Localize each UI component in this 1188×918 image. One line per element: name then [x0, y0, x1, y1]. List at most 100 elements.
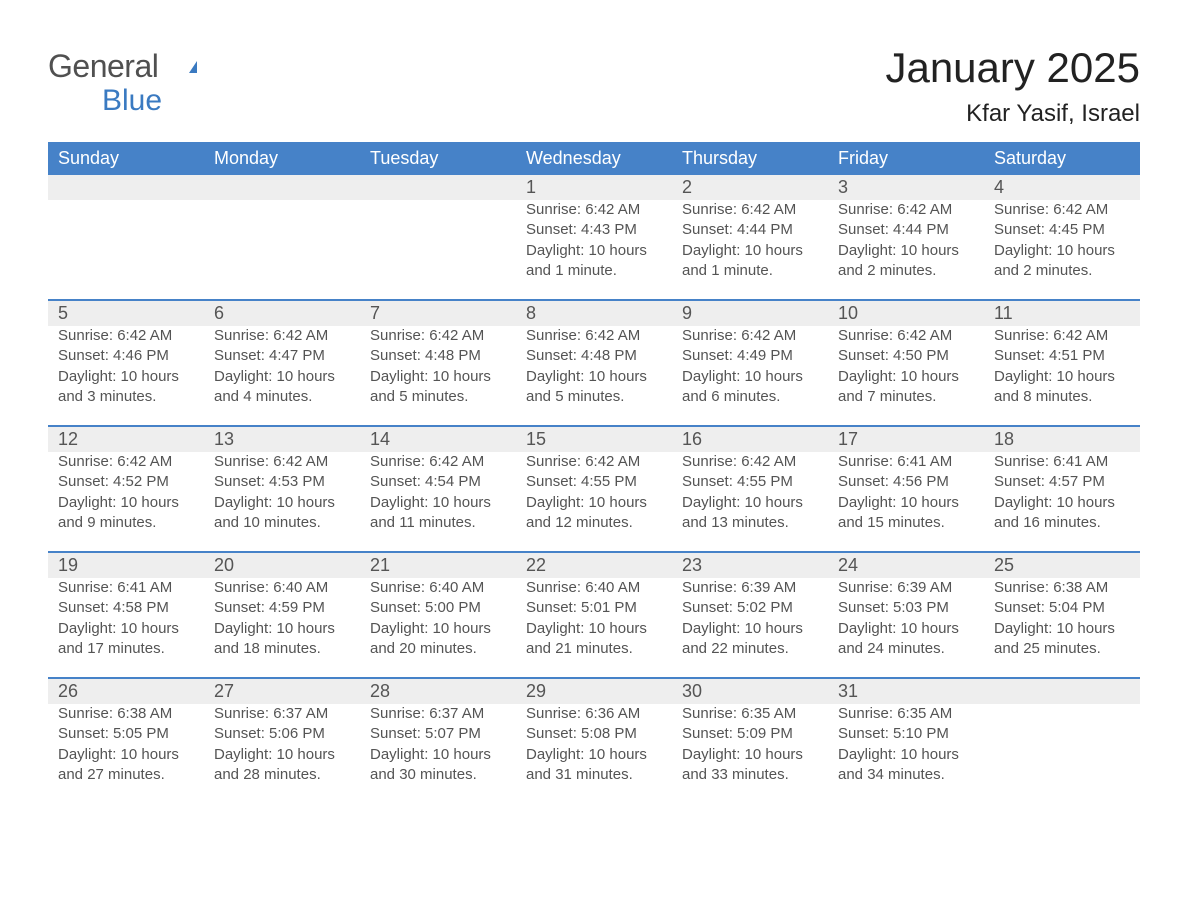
- day-cell: Sunrise: 6:42 AMSunset: 4:53 PMDaylight:…: [204, 452, 360, 552]
- day-cell: Sunrise: 6:37 AMSunset: 5:07 PMDaylight:…: [360, 704, 516, 803]
- day-number-cell: 13: [204, 426, 360, 452]
- weekday-header: Wednesday: [516, 142, 672, 175]
- daylight-text: and 30 minutes.: [370, 765, 506, 785]
- day-cell: Sunrise: 6:40 AMSunset: 4:59 PMDaylight:…: [204, 578, 360, 678]
- day-number-cell: 27: [204, 678, 360, 704]
- header-row: General Blue January 2025 Kfar Yasif, Is…: [48, 44, 1140, 138]
- day-number: 30: [682, 681, 702, 701]
- sunset-text: Sunset: 4:57 PM: [994, 472, 1130, 492]
- sunrise-text: Sunrise: 6:38 AM: [58, 704, 194, 724]
- sunset-text: Sunset: 4:59 PM: [214, 598, 350, 618]
- sunrise-text: Sunrise: 6:40 AM: [370, 578, 506, 598]
- daynum-row: 1234: [48, 175, 1140, 200]
- day-number-cell: 3: [828, 175, 984, 200]
- daylight-text: and 25 minutes.: [994, 639, 1130, 659]
- sunrise-text: Sunrise: 6:42 AM: [214, 326, 350, 346]
- sunrise-text: Sunrise: 6:37 AM: [370, 704, 506, 724]
- sunset-text: Sunset: 4:46 PM: [58, 346, 194, 366]
- sunrise-text: Sunrise: 6:42 AM: [682, 452, 818, 472]
- day-cell: Sunrise: 6:35 AMSunset: 5:09 PMDaylight:…: [672, 704, 828, 803]
- daylight-text: and 2 minutes.: [838, 261, 974, 281]
- day-cell: Sunrise: 6:40 AMSunset: 5:01 PMDaylight:…: [516, 578, 672, 678]
- daylight-text: Daylight: 10 hours: [214, 367, 350, 387]
- sunrise-text: Sunrise: 6:42 AM: [526, 452, 662, 472]
- sunrise-text: Sunrise: 6:37 AM: [214, 704, 350, 724]
- sunrise-text: Sunrise: 6:42 AM: [682, 326, 818, 346]
- day-number: 18: [994, 429, 1014, 449]
- sunrise-text: Sunrise: 6:42 AM: [838, 200, 974, 220]
- sunrise-text: Sunrise: 6:36 AM: [526, 704, 662, 724]
- sunrise-text: Sunrise: 6:42 AM: [370, 326, 506, 346]
- daylight-text: and 20 minutes.: [370, 639, 506, 659]
- day-cell: Sunrise: 6:39 AMSunset: 5:03 PMDaylight:…: [828, 578, 984, 678]
- sunset-text: Sunset: 4:55 PM: [682, 472, 818, 492]
- day-number-cell: 25: [984, 552, 1140, 578]
- calendar-table: Sunday Monday Tuesday Wednesday Thursday…: [48, 142, 1140, 803]
- daylight-text: Daylight: 10 hours: [214, 619, 350, 639]
- day-cell: Sunrise: 6:42 AMSunset: 4:55 PMDaylight:…: [672, 452, 828, 552]
- title-block: January 2025 Kfar Yasif, Israel: [885, 44, 1140, 138]
- day-cell: Sunrise: 6:42 AMSunset: 4:54 PMDaylight:…: [360, 452, 516, 552]
- day-cell: Sunrise: 6:42 AMSunset: 4:50 PMDaylight:…: [828, 326, 984, 426]
- day-cell: Sunrise: 6:42 AMSunset: 4:48 PMDaylight:…: [516, 326, 672, 426]
- day-number-cell: 17: [828, 426, 984, 452]
- sunset-text: Sunset: 4:48 PM: [526, 346, 662, 366]
- day-number-cell: 6: [204, 300, 360, 326]
- day-number-cell: 12: [48, 426, 204, 452]
- sunset-text: Sunset: 4:53 PM: [214, 472, 350, 492]
- sunset-text: Sunset: 4:51 PM: [994, 346, 1130, 366]
- sunrise-text: Sunrise: 6:42 AM: [994, 200, 1130, 220]
- day-number: 22: [526, 555, 546, 575]
- sunrise-text: Sunrise: 6:41 AM: [994, 452, 1130, 472]
- day-number-cell: 7: [360, 300, 516, 326]
- daynum-row: 262728293031: [48, 678, 1140, 704]
- daylight-text: and 13 minutes.: [682, 513, 818, 533]
- location: Kfar Yasif, Israel: [885, 100, 1140, 128]
- daylight-text: Daylight: 10 hours: [682, 367, 818, 387]
- daylight-text: Daylight: 10 hours: [58, 493, 194, 513]
- daylight-text: and 5 minutes.: [370, 387, 506, 407]
- day-cell: Sunrise: 6:41 AMSunset: 4:57 PMDaylight:…: [984, 452, 1140, 552]
- day-number: 24: [838, 555, 858, 575]
- daylight-text: Daylight: 10 hours: [838, 619, 974, 639]
- day-number-cell: 31: [828, 678, 984, 704]
- day-number: 9: [682, 303, 692, 323]
- day-cell: Sunrise: 6:37 AMSunset: 5:06 PMDaylight:…: [204, 704, 360, 803]
- daylight-text: and 11 minutes.: [370, 513, 506, 533]
- sunrise-text: Sunrise: 6:39 AM: [682, 578, 818, 598]
- sunset-text: Sunset: 4:47 PM: [214, 346, 350, 366]
- day-cell: [48, 200, 204, 300]
- week-row: Sunrise: 6:42 AMSunset: 4:52 PMDaylight:…: [48, 452, 1140, 552]
- daylight-text: and 12 minutes.: [526, 513, 662, 533]
- weekday-header: Sunday: [48, 142, 204, 175]
- sunset-text: Sunset: 4:48 PM: [370, 346, 506, 366]
- daylight-text: and 17 minutes.: [58, 639, 194, 659]
- day-number: 11: [994, 303, 1013, 323]
- daylight-text: and 15 minutes.: [838, 513, 974, 533]
- day-number: 14: [370, 429, 390, 449]
- daylight-text: and 3 minutes.: [58, 387, 194, 407]
- calendar-page: General Blue January 2025 Kfar Yasif, Is…: [0, 0, 1188, 918]
- sunset-text: Sunset: 4:44 PM: [682, 220, 818, 240]
- daylight-text: Daylight: 10 hours: [838, 493, 974, 513]
- daylight-text: and 28 minutes.: [214, 765, 350, 785]
- sunrise-text: Sunrise: 6:42 AM: [214, 452, 350, 472]
- sunrise-text: Sunrise: 6:41 AM: [58, 578, 194, 598]
- day-number: 27: [214, 681, 234, 701]
- daylight-text: Daylight: 10 hours: [58, 745, 194, 765]
- daylight-text: Daylight: 10 hours: [838, 241, 974, 261]
- day-number: 28: [370, 681, 390, 701]
- daylight-text: and 10 minutes.: [214, 513, 350, 533]
- day-number-cell: 19: [48, 552, 204, 578]
- daylight-text: Daylight: 10 hours: [58, 367, 194, 387]
- day-number: 15: [526, 429, 546, 449]
- sunset-text: Sunset: 5:01 PM: [526, 598, 662, 618]
- day-number-cell: 15: [516, 426, 672, 452]
- day-cell: Sunrise: 6:41 AMSunset: 4:58 PMDaylight:…: [48, 578, 204, 678]
- week-row: Sunrise: 6:42 AMSunset: 4:46 PMDaylight:…: [48, 326, 1140, 426]
- daylight-text: and 24 minutes.: [838, 639, 974, 659]
- daylight-text: Daylight: 10 hours: [214, 745, 350, 765]
- day-number-cell: 23: [672, 552, 828, 578]
- day-number-cell: 4: [984, 175, 1140, 200]
- day-number-cell: 5: [48, 300, 204, 326]
